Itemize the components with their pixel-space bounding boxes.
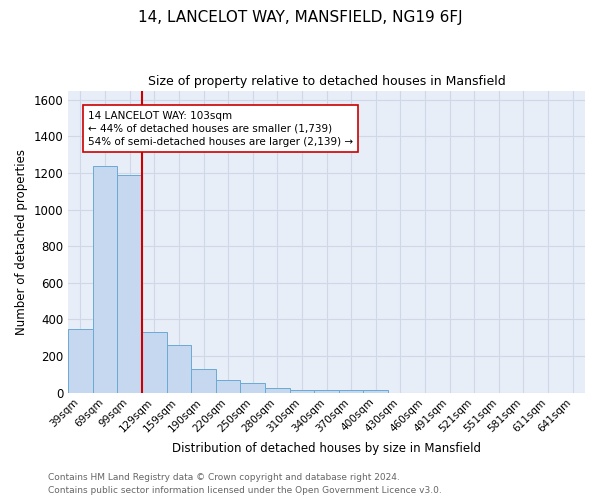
Bar [216, 380, 241, 392]
Bar [364, 390, 388, 392]
Bar [118, 175, 142, 392]
Y-axis label: Number of detached properties: Number of detached properties [15, 148, 28, 334]
Bar [142, 332, 167, 392]
Bar [265, 388, 290, 392]
Bar [290, 390, 314, 392]
Title: Size of property relative to detached houses in Mansfield: Size of property relative to detached ho… [148, 75, 505, 88]
Bar [68, 328, 93, 392]
Bar [93, 166, 118, 392]
X-axis label: Distribution of detached houses by size in Mansfield: Distribution of detached houses by size … [172, 442, 481, 455]
Text: 14, LANCELOT WAY, MANSFIELD, NG19 6FJ: 14, LANCELOT WAY, MANSFIELD, NG19 6FJ [137, 10, 463, 25]
Bar [191, 369, 216, 392]
Text: 14 LANCELOT WAY: 103sqm
← 44% of detached houses are smaller (1,739)
54% of semi: 14 LANCELOT WAY: 103sqm ← 44% of detache… [88, 110, 353, 147]
Bar [241, 384, 265, 392]
Bar [314, 390, 339, 392]
Bar [167, 345, 191, 393]
Text: Contains HM Land Registry data © Crown copyright and database right 2024.
Contai: Contains HM Land Registry data © Crown c… [48, 474, 442, 495]
Bar [339, 390, 364, 392]
